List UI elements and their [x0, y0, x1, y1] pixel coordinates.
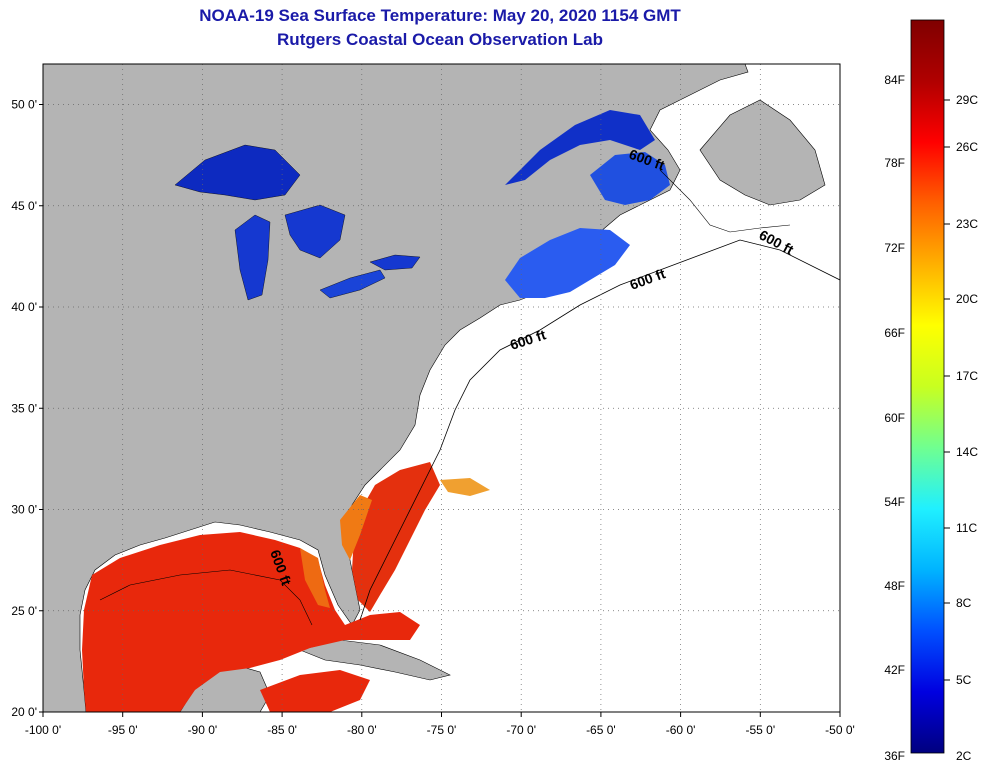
land-cuba: [299, 639, 451, 681]
y-tick-label: 35 0': [11, 401, 37, 415]
y-tick-label: 20 0': [11, 705, 37, 719]
colorbar: [910, 19, 945, 754]
x-tick-label: -95 0': [108, 723, 138, 737]
sst-offshore-patch: [440, 478, 490, 496]
x-tick-label: -75 0': [427, 723, 457, 737]
colorbar-c-label: 17C: [956, 369, 978, 383]
contour-shelf-north: [659, 169, 791, 233]
y-axis-ticks: 50 0' 45 0' 40 0' 35 0' 30 0' 25 0' 20 0': [11, 98, 43, 719]
x-tick-label: -85 0': [267, 723, 297, 737]
land-north-america: [43, 64, 749, 712]
y-tick-label: 50 0': [11, 98, 37, 112]
map-title: NOAA-19 Sea Surface Temperature: May 20,…: [199, 6, 681, 25]
y-tick-label: 40 0': [11, 300, 37, 314]
colorbar-c-label: 8C: [956, 596, 972, 610]
colorbar-f-label: 48F: [884, 579, 905, 593]
colorbar-f-label: 54F: [884, 495, 905, 509]
colorbar-f-label: 72F: [884, 241, 905, 255]
x-tick-label: -70 0': [506, 723, 536, 737]
x-axis-ticks: -100 0' -95 0' -90 0' -85 0' -80 0' -75 0' -70…: [25, 712, 855, 737]
y-tick-label: 30 0': [11, 503, 37, 517]
land-newfoundland: [699, 99, 826, 206]
colorbar-c-label: 14C: [956, 445, 978, 459]
grid-lines: [43, 64, 840, 712]
colorbar-f-label: 78F: [884, 156, 905, 170]
sst-st-lawrence: [505, 110, 655, 185]
x-tick-label: -100 0': [25, 723, 61, 737]
y-tick-label: 25 0': [11, 604, 37, 618]
lake-michigan: [234, 214, 271, 301]
sst-gulf-of-mexico: [82, 532, 420, 712]
colorbar-f-label: 60F: [884, 411, 905, 425]
sst-gulf-stream: [352, 462, 440, 612]
lake-ontario: [369, 254, 421, 271]
x-tick-label: -55 0': [745, 723, 775, 737]
x-tick-label: -65 0': [586, 723, 616, 737]
colorbar-f-label: 84F: [884, 73, 905, 87]
colorbar-c-label: 5C: [956, 673, 972, 687]
map-subtitle: Rutgers Coastal Ocean Observation Lab: [277, 30, 603, 49]
colorbar-f-label: 42F: [884, 663, 905, 677]
contour-gulf: [99, 569, 313, 626]
colorbar-f-label: 66F: [884, 326, 905, 340]
x-tick-label: -50 0': [825, 723, 855, 737]
contour-600ft: [359, 239, 840, 621]
colorbar-celsius-labels: 29C 26C 23C 20C 17C 14C 11C 8C 5C 2C: [944, 93, 978, 763]
colorbar-c-label: 26C: [956, 140, 978, 154]
colorbar-c-label: 20C: [956, 292, 978, 306]
colorbar-fahrenheit-labels: 84F 78F 72F 66F 60F 54F 48F 42F 36F: [884, 73, 905, 763]
lake-huron: [284, 204, 346, 259]
sst-gulf-st-lawrence: [590, 152, 670, 205]
colorbar-c-label: 29C: [956, 93, 978, 107]
sst-gulf-of-maine: [505, 228, 630, 298]
colorbar-c-label: 11C: [956, 521, 977, 535]
sst-gulf-stream-edge: [340, 495, 372, 560]
sst-caribbean: [260, 670, 370, 712]
sst-florida-shelf: [300, 548, 330, 608]
colorbar-c-label: 2C: [956, 749, 972, 763]
x-tick-label: -90 0': [188, 723, 218, 737]
lake-superior: [174, 144, 301, 201]
x-tick-label: -60 0': [666, 723, 696, 737]
lake-erie: [319, 269, 386, 299]
colorbar-c-label: 23C: [956, 217, 978, 231]
x-tick-label: -80 0': [347, 723, 377, 737]
y-tick-label: 45 0': [11, 199, 37, 213]
colorbar-f-label: 36F: [884, 749, 905, 763]
